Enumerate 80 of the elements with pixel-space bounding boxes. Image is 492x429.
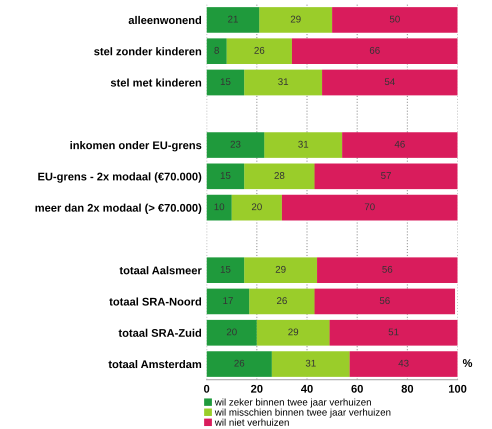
bar [264, 132, 342, 158]
bar [244, 164, 315, 190]
data-label: 29 [288, 328, 298, 336]
data-label: 17 [223, 297, 233, 304]
data-label: 26 [254, 46, 264, 54]
x-tick-label: 0 [204, 384, 210, 393]
x-tick-label: 20 [251, 384, 263, 393]
bar [206, 132, 264, 158]
y-tick-label: meer dan 2x modaal (> €70.000) [35, 204, 202, 214]
data-label: 8 [214, 46, 219, 54]
y-tick-label: EU-grens - 2x modaal (€70.000) [38, 172, 202, 183]
bar [272, 351, 350, 377]
bar [206, 320, 257, 346]
y-tick-label: alleenwonend [128, 16, 202, 24]
y-tick-label: totaal Amsterdam [108, 360, 202, 368]
bar [206, 257, 244, 284]
bar [244, 70, 322, 96]
bar [206, 194, 232, 220]
bar [317, 257, 458, 284]
bar [259, 7, 332, 33]
data-label: 51 [388, 328, 399, 336]
bar [332, 7, 458, 33]
data-label: 28 [274, 172, 284, 179]
y-tick-label: totaal Aalsmeer [120, 266, 202, 274]
data-label: 15 [220, 172, 230, 179]
data-label: 56 [382, 266, 392, 273]
data-label: 50 [390, 16, 400, 23]
x-axis-title: % [462, 359, 472, 367]
data-label: 66 [370, 46, 380, 54]
bar [314, 164, 458, 190]
data-label: 31 [298, 140, 308, 148]
data-label: 26 [277, 297, 287, 304]
legend-label: wil misschien binnen twee jaar verhuizen [214, 408, 390, 418]
bar [206, 70, 244, 96]
data-label: 43 [398, 360, 409, 367]
data-label: 31 [306, 360, 316, 367]
bar [292, 38, 458, 64]
data-label: 70 [364, 203, 375, 210]
legend-label: wil niet verhuizen [214, 418, 289, 426]
bar [226, 38, 292, 64]
x-tick-label: 100 [448, 384, 466, 393]
data-label: 29 [276, 266, 286, 273]
data-label: 31 [278, 78, 288, 86]
data-label: 57 [381, 172, 391, 179]
bar [206, 164, 244, 190]
bar [350, 351, 458, 377]
x-tick-label: 60 [351, 384, 363, 393]
bar [206, 351, 272, 377]
data-label: 56 [380, 297, 390, 304]
y-tick-label: stel zonder kinderen [94, 47, 202, 56]
y-tick-label: inkomen onder EU-grens [70, 141, 202, 152]
data-label: 21 [228, 16, 238, 22]
data-label: 20 [252, 203, 262, 210]
y-tick-label: totaal SRA-Noord [109, 297, 202, 306]
bar [314, 288, 456, 314]
x-tick-label: 80 [402, 384, 414, 393]
bar [206, 7, 260, 33]
y-tick-label: totaal SRA-Zuid [118, 328, 202, 337]
data-label: 10 [214, 203, 224, 210]
x-tick-label: 40 [301, 384, 313, 393]
data-label: 15 [220, 266, 230, 273]
data-label: 46 [394, 140, 405, 148]
bar [206, 288, 250, 314]
legend-label: wil zeker binnen twee jaar verhuizen [214, 398, 371, 408]
data-label: 54 [384, 78, 395, 86]
bar [244, 257, 318, 284]
data-label: 23 [230, 140, 240, 148]
bar [322, 70, 458, 96]
data-label: 15 [220, 78, 230, 86]
y-tick-label: stel met kinderen [110, 78, 202, 87]
bar [342, 132, 458, 158]
bar [206, 38, 227, 64]
data-label: 29 [290, 16, 301, 23]
bar [282, 194, 458, 220]
bar [330, 320, 458, 346]
data-label: 20 [226, 328, 237, 336]
bar [232, 194, 282, 220]
bar [249, 288, 315, 314]
bar [256, 320, 330, 346]
data-label: 26 [234, 360, 244, 367]
